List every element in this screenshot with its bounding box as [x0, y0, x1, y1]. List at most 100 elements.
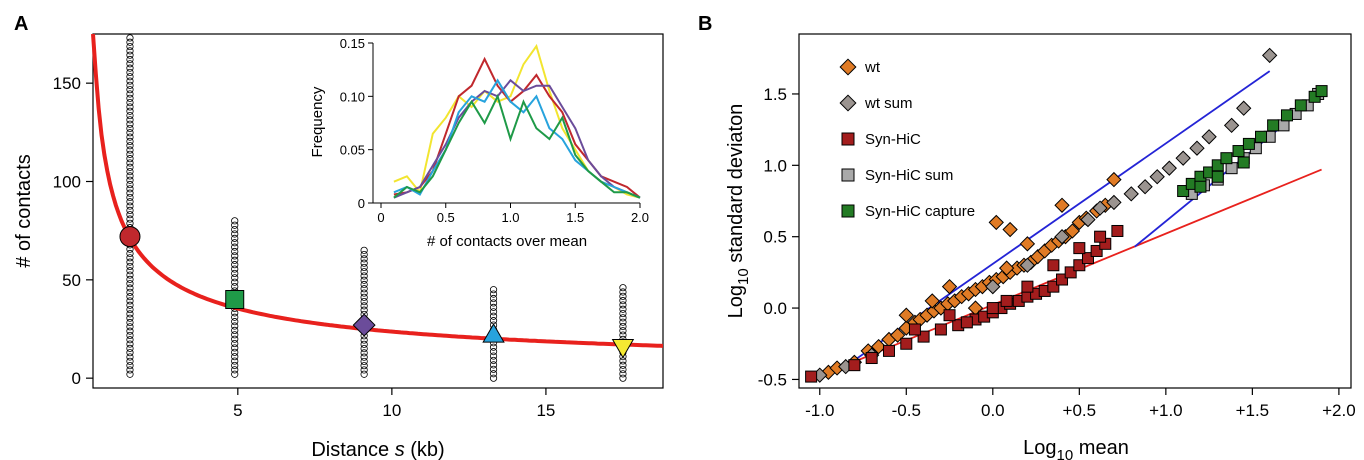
contact-point — [126, 297, 134, 305]
inset-x-tick-label: 2.0 — [631, 210, 649, 225]
panel-b-ylabel: Log10 standard deviaton — [725, 104, 752, 319]
contact-point — [231, 331, 239, 339]
data-point-syn-hic — [865, 352, 878, 365]
panel-a-xlabel: Distance s (kb) — [311, 439, 444, 460]
contact-point — [231, 261, 239, 269]
y-tick-label: 0.5 — [763, 228, 787, 247]
contact-point — [489, 299, 498, 307]
contact-point — [360, 255, 368, 263]
power-fit-curve — [91, 33, 664, 348]
mean-marker-diamond — [352, 313, 376, 337]
data-point-syn-hic — [1073, 259, 1086, 272]
panel-a-frame — [92, 33, 664, 389]
contact-point — [619, 318, 627, 326]
contact-point — [619, 305, 627, 313]
contact-point — [126, 47, 134, 55]
inset-xlabel: # of contacts over mean — [427, 233, 587, 250]
contact-point — [126, 340, 134, 348]
data-point-wt-sum — [1092, 200, 1108, 216]
contact-point — [126, 103, 134, 111]
y-tick-label: -0.5 — [758, 370, 787, 389]
contact-point — [619, 284, 627, 292]
data-point-syn-hic-capture — [1177, 185, 1190, 198]
y-tick-label: 100 — [53, 173, 81, 192]
data-point-syn-hic — [1111, 224, 1124, 237]
contact-point — [126, 198, 134, 206]
inset-ylabel: Frequency — [309, 86, 326, 157]
data-point-syn-hic — [934, 323, 947, 336]
contact-point — [231, 361, 239, 370]
contact-point — [231, 234, 239, 242]
y-tick-label: 0 — [72, 369, 81, 388]
legend-marker — [839, 94, 857, 112]
panel-b-axes: -1.0 -0.5 0.0 +0.5 +1.0 +1.5 +2.0 -0.5 0.0 0.5 1.0… — [758, 85, 1356, 420]
legend-label: wt — [864, 59, 881, 76]
y-tick-label: 0.0 — [763, 299, 787, 318]
x-tick-label: +0.5 — [1063, 401, 1097, 420]
contact-point — [489, 348, 498, 356]
inset-frequency-line — [393, 78, 641, 199]
contact-point — [619, 374, 627, 382]
contact-point — [126, 206, 134, 214]
data-point-syn-hic — [1094, 230, 1107, 243]
data-point-syn-hic — [848, 359, 861, 372]
data-point-syn-hic-capture — [1315, 85, 1328, 98]
contact-point — [126, 172, 134, 180]
data-point-wt-sum — [1262, 47, 1278, 64]
contact-point — [231, 339, 239, 348]
data-point-syn-hic — [1047, 259, 1060, 272]
contact-point — [126, 262, 134, 271]
contact-point — [360, 298, 368, 306]
contact-point — [489, 290, 498, 298]
panel-b-points — [805, 47, 1328, 383]
contact-point — [126, 323, 134, 331]
contact-point — [126, 284, 134, 292]
data-point-syn-hic — [1021, 280, 1034, 293]
contact-point — [360, 366, 368, 374]
contact-point — [360, 349, 368, 357]
contact-point — [126, 254, 134, 262]
contact-point — [126, 318, 134, 327]
y-tick-label: 50 — [62, 271, 81, 290]
contact-point — [126, 55, 134, 64]
contact-point — [126, 73, 134, 81]
contact-point — [619, 370, 627, 378]
contact-point — [126, 124, 134, 133]
contact-point — [126, 249, 134, 258]
contact-point — [126, 271, 134, 279]
contact-point — [231, 318, 239, 326]
contact-point — [360, 268, 368, 276]
contact-point — [126, 336, 134, 344]
mean-marker-triangle-down — [611, 339, 635, 359]
data-point-wt — [924, 293, 940, 309]
data-point-syn-hic-sum — [1277, 119, 1290, 132]
legend-label: wt sum — [864, 95, 913, 112]
contact-point — [619, 331, 627, 339]
contact-point — [231, 366, 239, 374]
contact-point — [360, 293, 368, 301]
contact-point — [126, 353, 134, 361]
contact-point — [231, 348, 239, 356]
data-point-syn-hic — [900, 337, 913, 350]
contact-point — [489, 303, 498, 311]
data-point-syn-hic — [1056, 273, 1069, 286]
legend-label: Syn-HiC — [865, 131, 921, 148]
contact-point — [489, 308, 498, 316]
contact-point — [126, 137, 134, 146]
contact-point — [489, 374, 498, 382]
y-tick-label: 150 — [53, 74, 81, 93]
contact-point — [126, 133, 134, 141]
contact-point — [489, 352, 498, 360]
data-point-wt-sum — [1137, 179, 1153, 195]
contact-point — [489, 312, 498, 320]
data-point-syn-hic — [805, 370, 818, 383]
contact-point — [126, 314, 134, 322]
contact-point — [360, 344, 368, 353]
contact-point — [126, 305, 134, 314]
contact-point — [489, 365, 498, 373]
data-point-wt-sum — [985, 278, 1001, 295]
contact-point — [126, 64, 134, 72]
contact-point — [126, 150, 134, 158]
contact-point — [231, 243, 239, 251]
data-point-wt-sum — [1236, 100, 1252, 116]
